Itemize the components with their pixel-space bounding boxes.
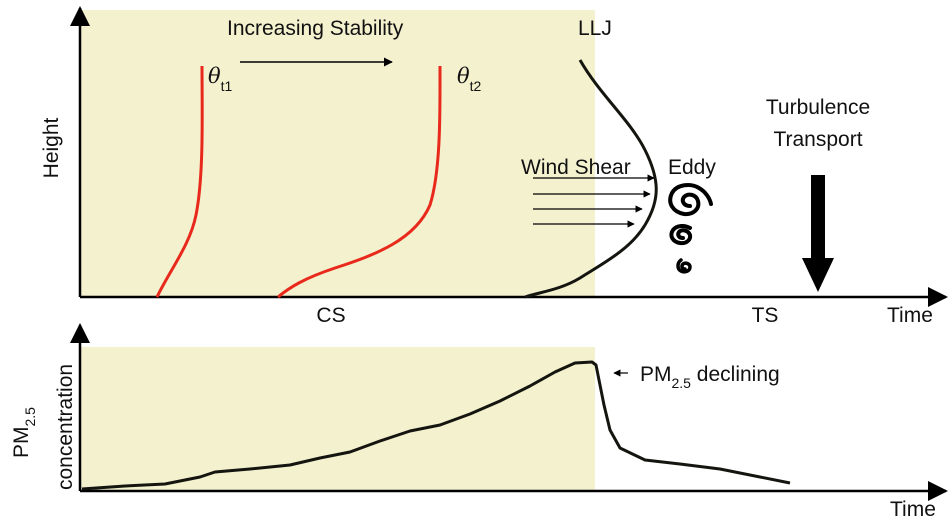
transport-label: Transport xyxy=(773,128,862,151)
time-axis-label-top: Time xyxy=(887,304,933,327)
eddy-swirl-small-icon xyxy=(676,258,692,274)
turbulence-down-arrow-icon xyxy=(802,175,834,292)
cs-label: CS xyxy=(316,304,345,327)
llj-wind-profile xyxy=(524,59,658,299)
concentration-axis-label: concentration xyxy=(54,364,77,490)
stable-regime-shading-top xyxy=(80,10,595,297)
theta-t2-label: θt2 xyxy=(457,64,482,94)
theta-t1-label: θt1 xyxy=(208,64,233,94)
theta-t2-profile xyxy=(277,65,442,299)
theta-t1-profile xyxy=(155,65,204,298)
turbulence-label: Turbulence xyxy=(766,96,870,119)
llj-label: LLJ xyxy=(578,17,612,40)
stable-regime-shading-bottom xyxy=(80,347,595,491)
increasing-stability-label: Increasing Stability xyxy=(227,17,404,40)
pm25-declining-label: PM2.5 declining xyxy=(640,363,780,391)
wind-shear-label: Wind Shear xyxy=(521,156,631,179)
time-axis-label-bottom: Time xyxy=(890,498,936,520)
pm25-axis-label: PM2.5 xyxy=(10,407,38,458)
eddy-label: Eddy xyxy=(668,156,716,179)
height-axis-label: Height xyxy=(40,117,63,178)
ts-label: TS xyxy=(752,304,779,327)
pm25-concentration-curve xyxy=(81,360,791,491)
eddy-swirl-medium-icon xyxy=(669,223,693,246)
eddy-swirl-large-icon xyxy=(668,183,713,217)
